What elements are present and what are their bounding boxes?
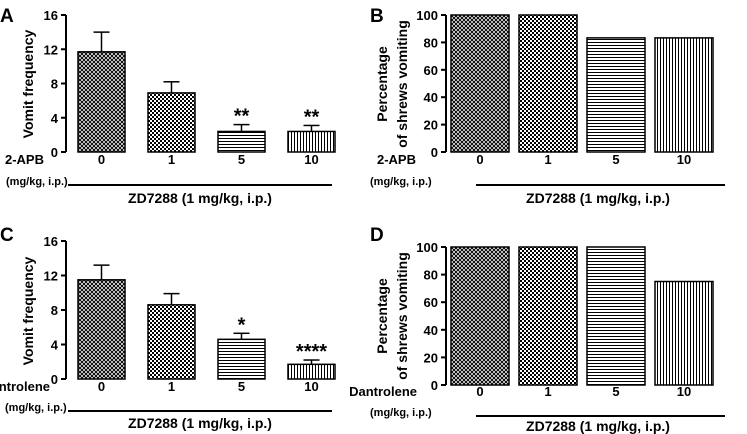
dose-label: (mg/kg, i.p.) [5, 402, 67, 414]
y-axis-label: Vomit frequency [20, 256, 36, 365]
y-axis-label: of shrews vomiting [394, 252, 410, 380]
panel-letter: A [0, 6, 14, 27]
bar [450, 14, 510, 153]
panel-letter: C [0, 225, 14, 246]
x-tick-label: 0 [476, 152, 483, 167]
x-tick-label: 1 [168, 379, 175, 394]
bar [518, 246, 578, 386]
x-tick-label: 1 [544, 152, 551, 167]
bar [287, 130, 336, 153]
bar [450, 246, 510, 386]
y-axis-label: of shrews vomiting [394, 20, 410, 148]
significance-label: ** [234, 106, 250, 128]
y-tick-label: 20 [424, 350, 438, 365]
bar [217, 130, 266, 153]
y-tick-label: 16 [44, 234, 58, 249]
bar [654, 280, 714, 386]
x-tick-label: 0 [98, 379, 105, 394]
panel-letter: B [370, 6, 384, 27]
x-tick-label: 10 [677, 384, 691, 399]
y-tick-label: 80 [424, 268, 438, 283]
dose-label: (mg/kg, i.p.) [6, 176, 68, 188]
dose-label: (mg/kg, i.p.) [370, 176, 432, 188]
y-axis-label: Vomit frequency [20, 29, 36, 138]
drug-label: 2-APB [377, 152, 416, 167]
x-tick-label: 1 [544, 384, 551, 399]
y-tick-label: 100 [416, 8, 438, 23]
bar [586, 37, 646, 153]
y-tick-label: 12 [44, 269, 58, 284]
y-tick-label: 0 [431, 378, 438, 393]
y-tick-label: 40 [424, 90, 438, 105]
y-tick-label: 16 [44, 8, 58, 23]
y-tick-label: 80 [424, 35, 438, 50]
significance-label: * [238, 314, 246, 336]
y-tick-label: 0 [51, 372, 58, 387]
y-tick-label: 4 [51, 111, 59, 126]
x-tick-label: 10 [677, 152, 691, 167]
x-tick-label: 5 [238, 152, 245, 167]
panel-c: C 0 4 8 12 16 Vomit frequency 0 1 * 5 **** 10 Dantrol… [0, 225, 336, 431]
y-tick-label: 4 [51, 338, 59, 353]
y-axis-label: Percentage [374, 278, 390, 354]
significance-label: ** [304, 106, 320, 128]
group-label: ZD7288 (1 mg/kg, i.p.) [128, 415, 272, 431]
y-tick-label: 8 [51, 303, 58, 318]
group-label: ZD7288 (1 mg/kg, i.p.) [526, 418, 670, 434]
drug-label: Dantrolene [0, 379, 50, 394]
group-label: ZD7288 (1 mg/kg, i.p.) [128, 190, 272, 206]
group-label: ZD7288 (1 mg/kg, i.p.) [526, 190, 670, 206]
bar [287, 363, 336, 380]
bar [147, 304, 196, 380]
bar [518, 14, 578, 153]
x-tick-label: 10 [304, 152, 318, 167]
y-tick-label: 12 [44, 42, 58, 57]
x-tick-label: 5 [238, 379, 245, 394]
y-tick-label: 60 [424, 295, 438, 310]
x-tick-label: 0 [476, 384, 483, 399]
bar [77, 51, 126, 153]
x-tick-label: 0 [98, 152, 105, 167]
panel-letter: D [370, 225, 384, 246]
x-tick-label: 1 [168, 152, 175, 167]
y-axis-label: Percentage [374, 46, 390, 122]
y-tick-label: 100 [416, 240, 438, 255]
y-tick-label: 8 [51, 77, 58, 92]
dose-label: (mg/kg, i.p.) [370, 407, 432, 419]
y-tick-label: 40 [424, 323, 438, 338]
bar [586, 246, 646, 386]
drug-label: Dantrolene [349, 384, 417, 399]
bar [654, 37, 714, 153]
x-tick-label: 5 [612, 152, 619, 167]
bar [217, 338, 266, 380]
y-tick-label: 0 [51, 145, 58, 160]
bar [77, 279, 126, 380]
drug-label: 2-APB [5, 152, 44, 167]
y-tick-label: 20 [424, 118, 438, 133]
y-tick-label: 0 [431, 145, 438, 160]
y-tick-label: 60 [424, 63, 438, 78]
bar [147, 92, 196, 153]
x-tick-label: 10 [304, 379, 318, 394]
significance-label: **** [296, 341, 327, 363]
x-tick-label: 5 [612, 384, 619, 399]
panel-a: A 0 4 8 12 16 Vomit frequency 0 1 ** 5 ** 10 2-APB (mg… [0, 6, 336, 206]
